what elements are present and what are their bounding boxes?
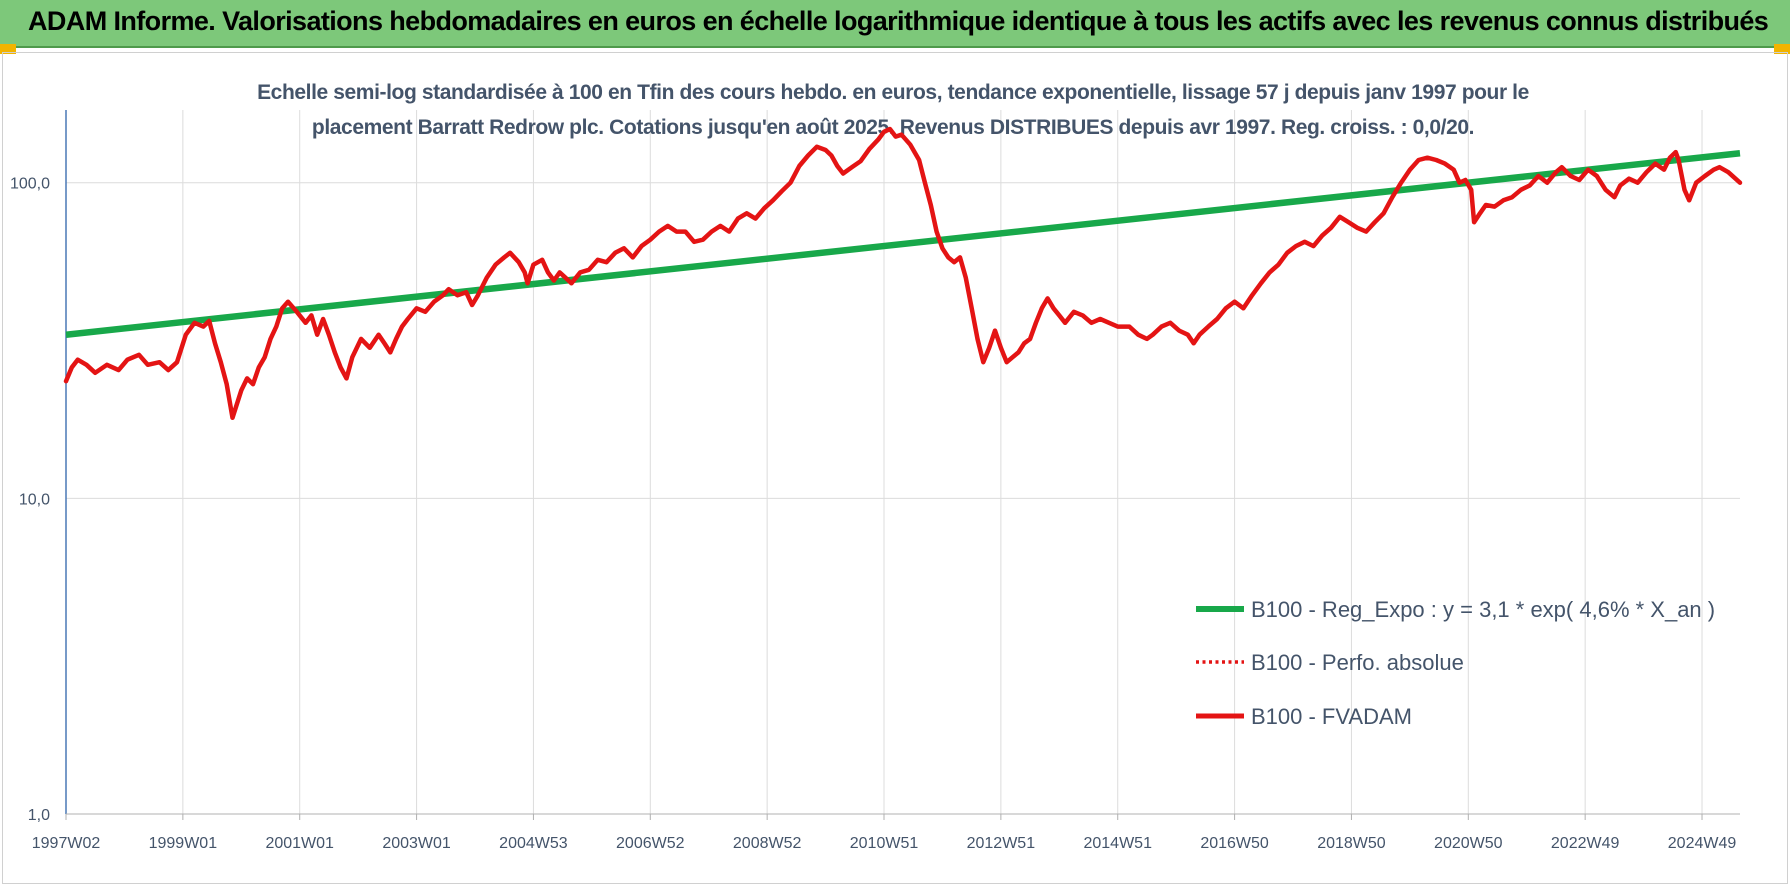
x-tick-label: 2014W51 (1083, 835, 1152, 852)
x-tick-label: 1999W01 (149, 835, 218, 852)
x-tick-label: 2008W52 (733, 835, 802, 852)
y-tick-labels: 1,0 10,0 100,0 (10, 176, 50, 824)
x-tick-label: 2012W51 (967, 835, 1036, 852)
corner-marker-right (1774, 44, 1790, 54)
x-tick-label: 2020W50 (1434, 835, 1503, 852)
series-line-fvadam (63, 126, 1743, 421)
x-tick-label: 2018W50 (1317, 835, 1386, 852)
chart-subtitle-line-1: Echelle semi-log standardisée à 100 en T… (257, 81, 1529, 104)
legend: B100 - Reg_Expo : y = 3,1 * exp( 4,6% * … (1196, 597, 1715, 729)
x-tick-label: 2004W53 (499, 835, 568, 852)
y-tick-label: 1,0 (28, 807, 50, 824)
series-layer (63, 126, 1743, 421)
chart-frame (2, 52, 1788, 884)
legend-label-trend: B100 - Reg_Expo : y = 3,1 * exp( 4,6% * … (1251, 597, 1715, 622)
y-tick-label: 10,0 (19, 491, 50, 508)
corner-marker-left (0, 44, 16, 54)
x-tick-label: 2024W49 (1668, 835, 1737, 852)
y-tick-label: 100,0 (10, 176, 50, 193)
x-tick-label: 2003W01 (382, 835, 451, 852)
x-tick-labels: 1997W02 1999W01 2001W01 2003W01 2004W53 2006W… (32, 835, 1737, 852)
horizontal-gridlines (66, 182, 1740, 499)
x-tick-label: 2001W01 (265, 835, 334, 852)
vertical-gridlines (65, 110, 1703, 820)
x-tick-label: 1997W02 (32, 835, 101, 852)
series-line-trend (65, 150, 1741, 338)
x-tick-label: 2010W51 (850, 835, 919, 852)
x-tick-label: 2022W49 (1551, 835, 1620, 852)
title-banner: ADAM Informe. Valorisations hebdomadaire… (0, 0, 1790, 48)
page-title: ADAM Informe. Valorisations hebdomadaire… (28, 6, 1769, 36)
x-tick-label: 2016W50 (1200, 835, 1269, 852)
x-tick-label: 2006W52 (616, 835, 685, 852)
chart-subtitle-line-2: placement Barratt Redrow plc. Cotations … (312, 116, 1474, 139)
legend-label-fvadam: B100 - FVADAM (1251, 704, 1412, 729)
legend-label-perfo: B100 - Perfo. absolue (1251, 650, 1464, 675)
